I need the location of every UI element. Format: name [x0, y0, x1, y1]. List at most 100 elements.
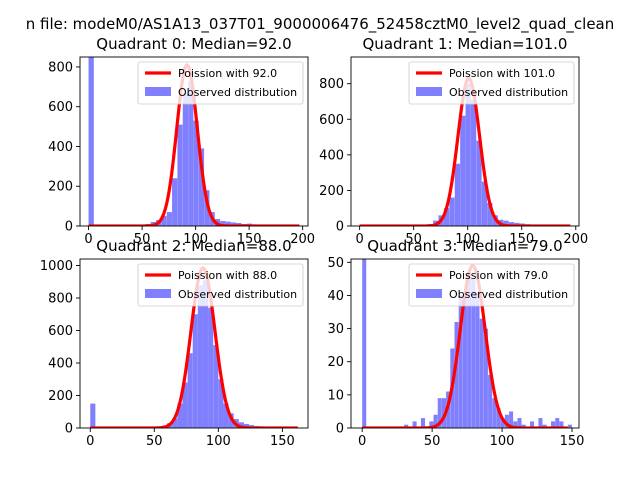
chart-0-legend-box — [137, 61, 304, 105]
chart-1-bar — [449, 197, 455, 226]
chart-1-legend-fit-label: Poission with 101.0 — [449, 67, 555, 80]
chart-2-bar — [172, 418, 178, 428]
chart-3-bar — [559, 421, 564, 428]
chart-2-bar — [197, 285, 203, 428]
chart-2-xtick-label: 0 — [86, 434, 94, 449]
chart-1-bar — [443, 208, 450, 226]
chart-2-title: Quadrant 2: Median=88.0 — [96, 237, 291, 255]
chart-1-title: Quadrant 1: Median=101.0 — [363, 35, 568, 53]
chart-0-bar — [88, 57, 94, 226]
chart-0-bar — [188, 80, 194, 226]
chart-2-bar — [218, 379, 224, 428]
chart-1-legend: Poission with 101.0 Observed distribution — [408, 61, 575, 105]
chart-3-legend-hist-label: Observed distribution — [449, 288, 568, 301]
chart-3-bar — [530, 421, 535, 428]
chart-3-title: Quadrant 3: Median=79.0 — [367, 237, 562, 255]
chart-3-bar — [433, 414, 438, 428]
chart-2-bar — [243, 423, 250, 428]
chart-3-ytick-label: 20 — [327, 355, 344, 370]
chart-1-legend-hist-label: Observed distribution — [449, 86, 568, 99]
chart-3: 0 50 100 150 0 10 20 30 40 50 Quadrant 3: Median=7… — [327, 237, 584, 449]
chart-0: 0 50 100 150 200 0 200 400 600 800 Quadrant 0: Med… — [48, 35, 315, 247]
chart-0-bar — [198, 148, 205, 226]
chart-3-bar — [492, 398, 497, 428]
chart-0-bar — [161, 216, 167, 226]
chart-0-ytick-label: 200 — [48, 180, 73, 195]
chart-2-bar — [238, 422, 244, 428]
chart-0-legend-hist-swatch — [145, 87, 171, 96]
chart-2-legend: Poission with 88.0 Observed distribution — [137, 263, 304, 307]
chart-2-ytick-label: 800 — [48, 292, 73, 307]
chart-0-bar — [177, 124, 183, 226]
chart-3-axes-frame — [350, 258, 580, 429]
chart-1-legend-box — [408, 61, 575, 105]
chart-1-ytick-label: 400 — [319, 148, 344, 163]
chart-3-bar — [471, 278, 476, 428]
chart-3-legend: Poission with 79.0 Observed distribution — [408, 263, 575, 307]
chart-3-bar — [404, 424, 409, 428]
chart-1-bar — [460, 115, 466, 226]
chart-0-axes-frame — [79, 56, 309, 227]
chart-3-ytick-label: 0 — [336, 422, 344, 437]
chart-3-legend-fit-label: Poission with 79.0 — [449, 269, 548, 282]
chart-1-legend-hist-swatch — [416, 87, 442, 96]
chart-3-bar — [521, 424, 526, 428]
chart-2-axes-frame — [79, 258, 309, 429]
chart-1-bar — [487, 202, 493, 226]
chart-2-bar — [213, 345, 219, 428]
chart-2-poisson-fit-line — [90, 266, 298, 428]
chart-2-xtick-label: 150 — [270, 434, 295, 449]
chart-0-legend: Poission with 92.0 Observed distribution — [137, 61, 304, 105]
chart-2-bar — [177, 403, 183, 428]
chart-3-bar — [458, 295, 463, 428]
chart-0-legend-hist-label: Observed distribution — [178, 86, 297, 99]
chart-3-bar — [467, 272, 472, 428]
chart-0-xtick-label: 200 — [290, 232, 315, 247]
chart-3-bar — [500, 418, 505, 428]
chart-2-legend-box — [137, 263, 304, 307]
chart-3-bar — [429, 421, 434, 428]
chart-3-bar — [412, 421, 417, 428]
chart-0-bar — [172, 178, 178, 226]
chart-3-bar — [551, 421, 556, 428]
chart-3-bar — [538, 418, 543, 428]
chart-3-legend-hist-swatch — [416, 289, 442, 298]
chart-0-ytick-label: 0 — [65, 220, 73, 235]
chart-3-bar — [437, 398, 442, 428]
chart-0-bar — [193, 120, 199, 226]
chart-3-ytick-label: 40 — [327, 289, 344, 304]
chart-3-bar — [362, 259, 367, 428]
chart-2-bar — [90, 403, 96, 428]
chart-1-ytick-label: 0 — [336, 220, 344, 235]
chart-2-bar — [223, 403, 229, 428]
chart-1-xtick-label: 200 — [563, 232, 588, 247]
chart-2-plot-area — [90, 266, 298, 428]
chart-0-xtick-label: 100 — [183, 232, 208, 247]
chart-1-xtick-label: 100 — [455, 232, 480, 247]
chart-0-bar — [220, 221, 226, 226]
chart-2-xtick-label: 50 — [146, 434, 163, 449]
chart-0-xtick-label: 0 — [84, 232, 92, 247]
chart-3-bar — [504, 414, 509, 428]
chart-0-bar — [204, 190, 210, 226]
chart-0-bar — [182, 92, 189, 226]
chart-3-bar — [496, 408, 501, 428]
chart-1-bar — [503, 220, 509, 226]
chart-3-ytick-label: 50 — [327, 256, 344, 271]
chart-2-ytick-label: 200 — [48, 389, 73, 404]
chart-2-legend-fit-label: Poission with 88.0 — [178, 269, 277, 282]
chart-0-title: Quadrant 0: Median=92.0 — [96, 35, 291, 53]
chart-1-bar — [454, 163, 461, 226]
chart-3-xtick-label: 100 — [490, 434, 515, 449]
chart-1-bar — [481, 181, 488, 226]
chart-2-ytick-label: 1000 — [40, 259, 73, 274]
chart-2-ytick-label: 600 — [48, 324, 73, 339]
chart-2-legend-hist-swatch — [145, 289, 171, 298]
chart-1-ytick-label: 600 — [319, 113, 344, 128]
chart-1-bar — [465, 83, 471, 226]
chart-0-legend-fit-label: Poission with 92.0 — [178, 67, 277, 80]
chart-3-bar — [542, 424, 547, 428]
chart-3-bar — [509, 411, 514, 428]
